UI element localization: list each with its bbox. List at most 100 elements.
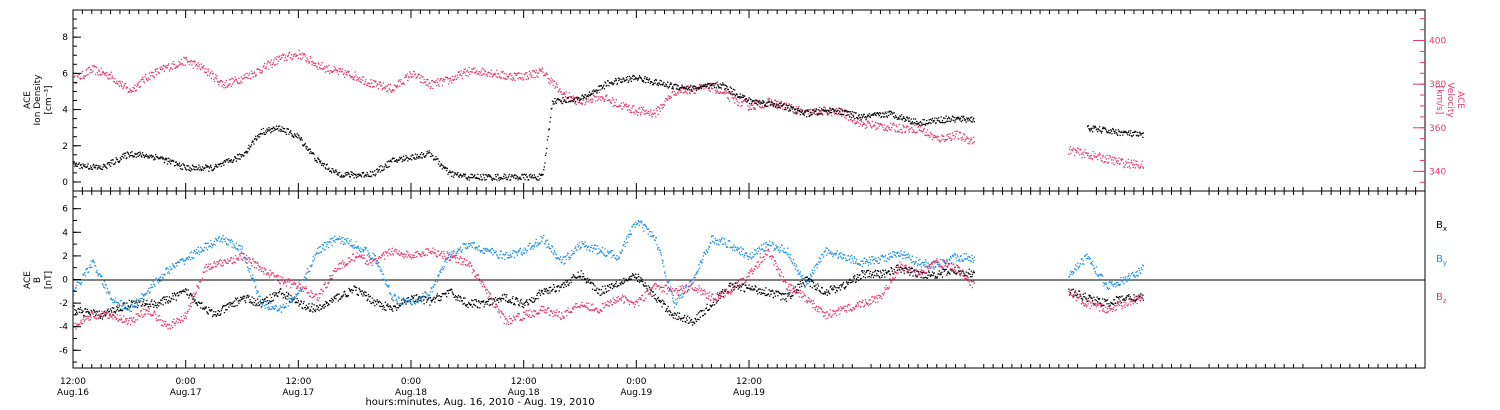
density-point <box>616 82 619 85</box>
velocity-point <box>677 93 679 95</box>
velocity-point <box>598 98 600 100</box>
density-point <box>745 98 747 101</box>
velocity-point <box>322 67 324 69</box>
bx-point <box>632 273 634 275</box>
density-point <box>736 93 738 96</box>
bx-point <box>354 285 356 288</box>
velocity-point <box>397 86 399 88</box>
density-point <box>1107 131 1109 133</box>
density-point <box>950 118 952 120</box>
density-point <box>583 95 585 98</box>
velocity-point <box>432 87 434 90</box>
velocity-point <box>118 80 120 83</box>
by-point <box>235 242 237 244</box>
velocity-point <box>1120 159 1123 162</box>
bx-point <box>505 296 507 298</box>
density-point <box>486 174 488 176</box>
density-point <box>801 111 803 114</box>
density-point <box>802 112 805 114</box>
bx-point <box>1081 297 1083 299</box>
density-point <box>1132 134 1134 136</box>
bx-point <box>954 266 956 268</box>
density-point <box>795 113 798 115</box>
bx-point <box>553 286 555 288</box>
density-point <box>923 119 925 121</box>
velocity-point <box>176 66 179 68</box>
by-point <box>267 306 269 309</box>
bx-point <box>431 301 433 303</box>
velocity-point <box>1086 152 1088 154</box>
velocity-point <box>794 112 796 115</box>
density-point <box>159 157 161 160</box>
velocity-point <box>921 130 923 132</box>
density-point <box>1133 131 1136 134</box>
velocity-point <box>1117 162 1119 165</box>
bx-point <box>694 317 696 320</box>
bx-point <box>347 295 350 297</box>
by-point <box>237 248 239 250</box>
velocity-point <box>1075 151 1077 153</box>
velocity-point <box>518 72 520 74</box>
bx-point <box>474 305 477 307</box>
velocity-point <box>1095 155 1097 157</box>
velocity-point <box>134 84 136 86</box>
bx-point <box>909 272 912 274</box>
velocity-point <box>427 85 430 87</box>
bx-point <box>497 298 499 300</box>
density-point <box>473 176 475 178</box>
density-point <box>948 116 950 118</box>
density-point <box>767 101 770 103</box>
by-point <box>97 275 99 277</box>
density-point <box>344 172 346 174</box>
density-point <box>297 134 299 136</box>
bx-point <box>223 305 225 307</box>
density-point <box>595 90 597 92</box>
density-point <box>258 136 261 138</box>
velocity-point <box>862 122 865 124</box>
density-point <box>308 148 310 150</box>
bx-point <box>438 295 440 297</box>
density-point <box>350 171 352 173</box>
bx-point <box>441 295 443 298</box>
by-point <box>277 309 279 311</box>
velocity-point <box>894 129 896 131</box>
bx-point <box>639 280 641 282</box>
bx-point <box>819 291 821 293</box>
velocity-point <box>747 109 749 111</box>
density-point <box>347 172 350 174</box>
velocity-point <box>392 89 395 91</box>
density-point <box>776 104 778 106</box>
velocity-point <box>1103 161 1106 163</box>
bx-point <box>1121 295 1123 297</box>
density-point <box>1092 131 1094 133</box>
density-point <box>375 168 378 171</box>
velocity-point <box>348 70 350 73</box>
bx-point <box>1096 296 1098 298</box>
bx-point <box>785 297 787 300</box>
density-point <box>177 164 179 166</box>
bx-point <box>282 292 284 295</box>
density-point <box>196 168 199 171</box>
density-point <box>845 110 847 112</box>
bx-point <box>151 299 153 301</box>
velocity-point <box>269 61 271 64</box>
velocity-point <box>187 60 189 63</box>
velocity-point <box>763 107 765 109</box>
density-point <box>654 82 656 84</box>
density-point <box>210 164 212 166</box>
velocity-point <box>538 68 540 70</box>
density-point <box>207 166 209 168</box>
bx-point <box>208 306 210 309</box>
velocity-point <box>158 72 161 74</box>
by-point <box>227 244 229 246</box>
bx-point <box>297 300 299 302</box>
bx-point <box>952 270 954 272</box>
velocity-point <box>951 138 953 140</box>
bx-point <box>498 301 500 304</box>
bx-point <box>852 276 855 278</box>
velocity-point <box>874 125 876 127</box>
bx-point <box>908 271 910 274</box>
bx-point <box>876 270 878 272</box>
by-point <box>176 262 179 264</box>
velocity-point <box>633 105 635 107</box>
